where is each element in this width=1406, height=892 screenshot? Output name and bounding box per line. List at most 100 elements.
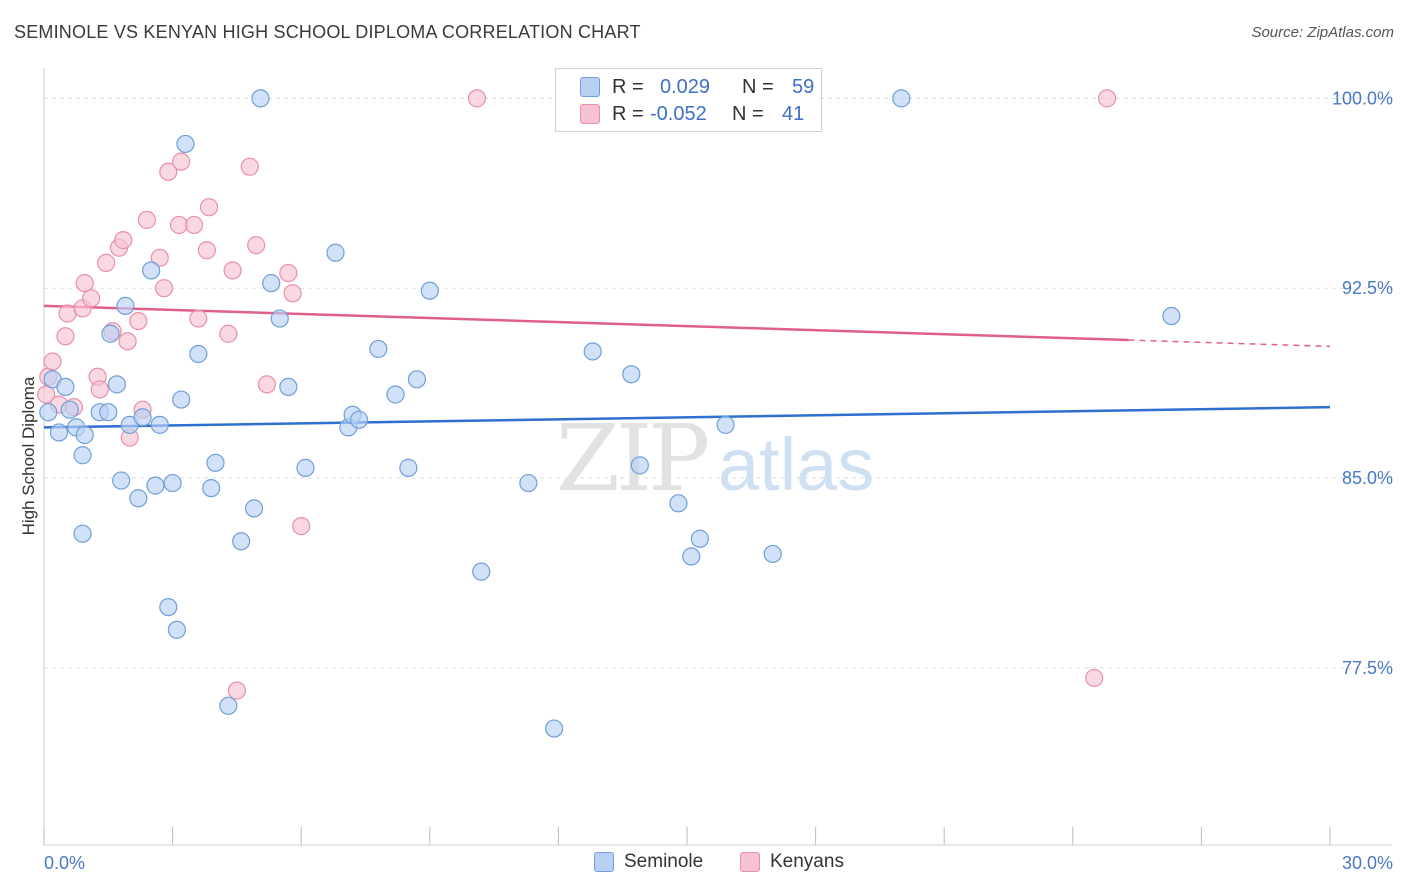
seminole-point (690, 529, 709, 548)
kenyans-point (279, 263, 298, 283)
gridlines (44, 97, 1392, 669)
seminole-point (669, 494, 688, 513)
seminole-n-value: 59 (792, 75, 815, 98)
seminole-point (219, 696, 238, 715)
x-tick-label-min: 0.0% (44, 853, 85, 873)
seminole-point (716, 415, 735, 434)
seminole-point (349, 410, 369, 429)
data-points (37, 89, 1181, 738)
seminole-point (142, 261, 161, 280)
kenyans-legend-label: Kenyans (770, 851, 844, 872)
seminole-point (189, 344, 208, 364)
seminole-point (279, 377, 298, 396)
kenyans-point (56, 327, 75, 346)
kenyans-point (129, 311, 148, 331)
kenyans-point (118, 332, 137, 351)
seminole-legend-label: Seminole (624, 851, 704, 872)
seminole-point (296, 458, 315, 477)
seminole-point (682, 547, 701, 566)
trend-lines (43, 304, 1331, 429)
kenyans-point (219, 324, 238, 343)
kenyans-point (82, 289, 101, 308)
seminole-point (545, 719, 564, 738)
legend-item-kenyans: Kenyans (740, 851, 844, 873)
kenyans-point (197, 241, 216, 260)
seminole-point (99, 403, 118, 422)
kenyans-trend-line (43, 304, 1129, 342)
seminole-point (407, 370, 427, 389)
kenyans-point (90, 380, 109, 399)
seminole-trend-line (43, 405, 1331, 429)
n-label: N = (732, 102, 764, 125)
seminole-point (101, 324, 120, 343)
kenyans-point (172, 152, 191, 171)
legend-item-seminole: Seminole (594, 851, 703, 873)
kenyans-legend-swatch (740, 852, 760, 872)
seminole-point (75, 425, 94, 445)
watermark-atlas: atlas (718, 423, 874, 506)
kenyans-point (114, 231, 133, 250)
kenyans-point (467, 89, 487, 108)
seminole-point (129, 489, 148, 508)
seminole-point (326, 243, 345, 262)
seminole-point (116, 296, 135, 316)
source-label: Source: ZipAtlas.com (1251, 24, 1394, 41)
seminole-r-value: 0.029 (660, 75, 711, 98)
watermark: ZIP atlas (556, 405, 874, 512)
kenyans-point (240, 157, 259, 176)
kenyans-point (184, 215, 204, 235)
seminole-point (386, 385, 405, 404)
kenyans-point (283, 284, 302, 303)
kenyans-point (189, 309, 208, 328)
correlation-legend: R = 0.029 N = 59 R = -0.052 N = 41 (555, 68, 822, 132)
kenyans-point (97, 253, 116, 272)
kenyans-swatch (580, 104, 600, 124)
kenyans-n-value: 41 (782, 102, 805, 125)
kenyans-point (37, 385, 56, 404)
r-label: R = (612, 75, 644, 98)
seminole-point (172, 390, 191, 409)
seminole-point (369, 339, 388, 359)
kenyans-point (154, 279, 174, 298)
r-label: R = (612, 102, 644, 125)
seminole-point (270, 309, 289, 328)
kenyans-point (150, 248, 169, 267)
seminole-point (60, 400, 79, 419)
kenyans-point (247, 236, 266, 255)
seminole-point (49, 423, 69, 442)
watermark-zip: ZIP (556, 405, 707, 512)
seminole-point (420, 281, 439, 300)
seminole-point (892, 89, 911, 108)
legend-row-kenyans: R = -0.052 N = 41 (580, 102, 804, 126)
seminole-point (150, 415, 169, 434)
kenyans-point (137, 210, 156, 229)
kenyans-point (292, 517, 311, 536)
seminole-point (622, 365, 641, 384)
seminole-swatch (580, 77, 600, 97)
y-tick-label: 100.0% (1332, 88, 1393, 108)
kenyans-point (1097, 89, 1117, 108)
kenyans-point (223, 261, 242, 280)
seminole-point (244, 499, 264, 518)
seminole-point (159, 597, 178, 617)
seminole-point (167, 620, 186, 639)
seminole-point (763, 544, 782, 564)
x-tick-label-max: 30.0% (1342, 853, 1393, 873)
seminole-point (112, 471, 131, 490)
seminole-point (206, 453, 225, 472)
y-tick-label: 92.5% (1342, 278, 1393, 298)
seminole-point (251, 89, 270, 108)
seminole-point (262, 274, 281, 293)
seminole-point (176, 134, 195, 154)
seminole-point (519, 473, 538, 493)
kenyans-point (199, 198, 219, 217)
seminole-point (56, 377, 75, 396)
seminole-legend-swatch (594, 852, 614, 872)
seminole-point (399, 458, 418, 477)
kenyans-trend-line-extension (1128, 339, 1331, 348)
chart-title: SEMINOLE VS KENYAN HIGH SCHOOL DIPLOMA C… (14, 22, 641, 42)
seminole-point (163, 473, 182, 493)
seminole-point (232, 532, 251, 551)
seminole-point (146, 476, 165, 495)
